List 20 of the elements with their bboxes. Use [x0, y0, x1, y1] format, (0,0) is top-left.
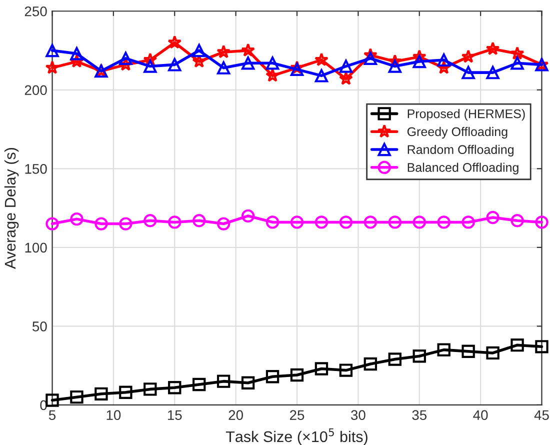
- y-tick-label: 200: [24, 85, 47, 96]
- legend-label: Greedy Offloading: [407, 126, 508, 139]
- x-tick-label: 5: [48, 410, 56, 420]
- legend-label: Proposed (HERMES): [408, 109, 525, 121]
- x-tick-label: 40: [473, 410, 488, 420]
- x-tick-label: 35: [412, 410, 427, 420]
- y-axis-title: Average Delay (s): [4, 148, 19, 270]
- x-tick-label: 10: [106, 410, 121, 420]
- legend-label: Balanced Offloading: [408, 162, 518, 174]
- x-tick-label: 30: [350, 410, 366, 420]
- x-tick-label: 25: [290, 410, 304, 420]
- x-axis-title: Task Size (×10$^{5}$ bits): [226, 428, 368, 445]
- x-tick-label: 15: [168, 410, 182, 420]
- x-tick-label: 20: [228, 410, 243, 420]
- y-tick-label: 50: [32, 322, 47, 332]
- y-tick-label: 150: [25, 164, 47, 174]
- y-tick-label: 100: [25, 242, 47, 253]
- x-tick-label: 45: [534, 410, 549, 420]
- legend-label: Random Offloading: [408, 144, 514, 156]
- y-tick-label: 250: [24, 6, 47, 16]
